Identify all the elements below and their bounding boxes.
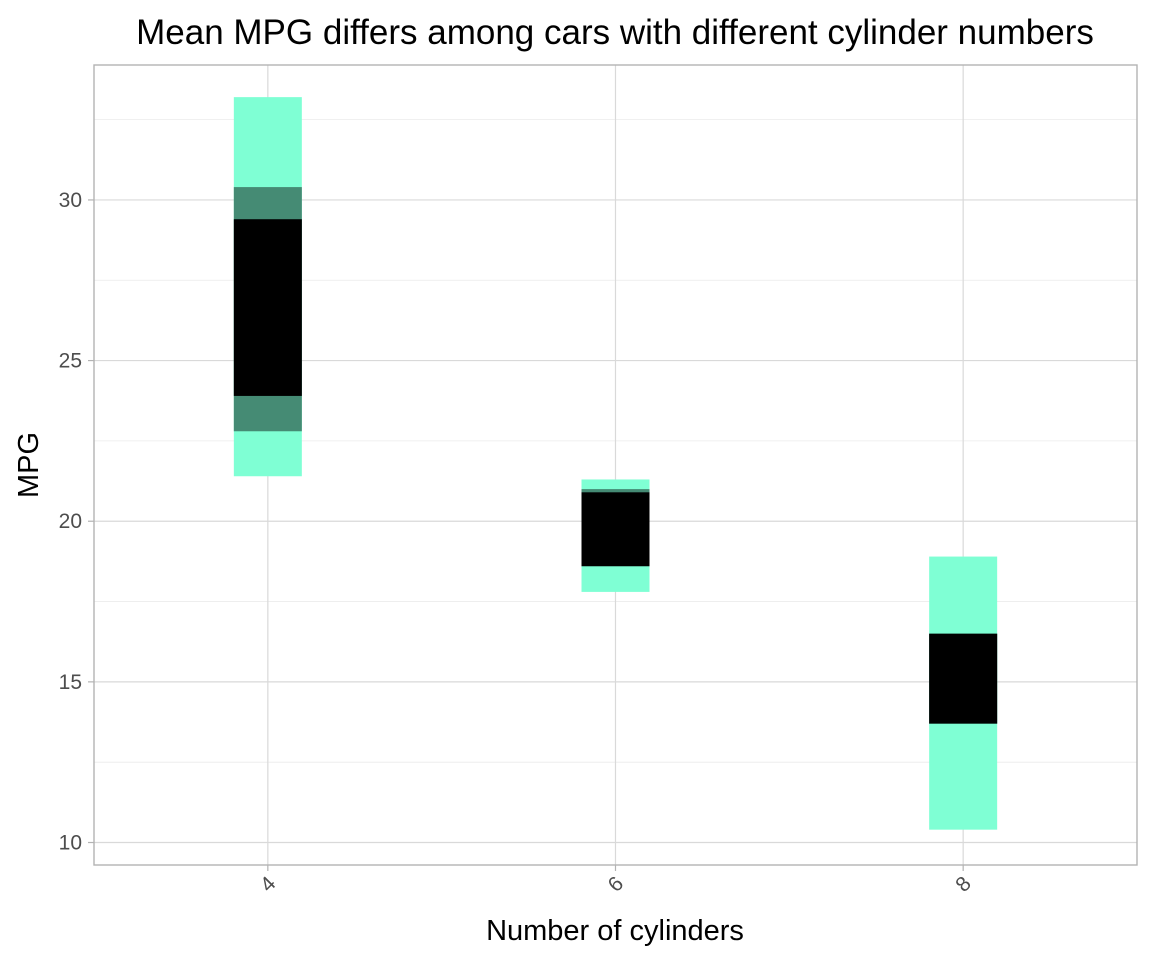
x-tick-label: 4 (256, 872, 281, 897)
chart-title: Mean MPG differs among cars with differe… (136, 13, 1094, 52)
x-axis-title: Number of cylinders (486, 915, 744, 947)
y-axis-title: MPG (13, 432, 45, 498)
intervals (233, 97, 998, 830)
interval-inner-6-cyl (581, 492, 650, 567)
x-tick-label: 6 (604, 872, 629, 897)
interval-inner-4-cyl (233, 219, 302, 396)
y-tick-label: 15 (59, 671, 82, 694)
y-tick-label: 10 (59, 832, 82, 855)
y-tick-label: 25 (59, 350, 82, 373)
y-axis: 10 15 20 25 30 (59, 189, 94, 855)
x-tick-label: 8 (951, 872, 976, 897)
y-tick-label: 30 (59, 189, 82, 212)
y-tick-label: 20 (59, 510, 82, 533)
x-axis: 4 6 8 (256, 865, 976, 897)
interval-inner-8-cyl (929, 633, 998, 724)
